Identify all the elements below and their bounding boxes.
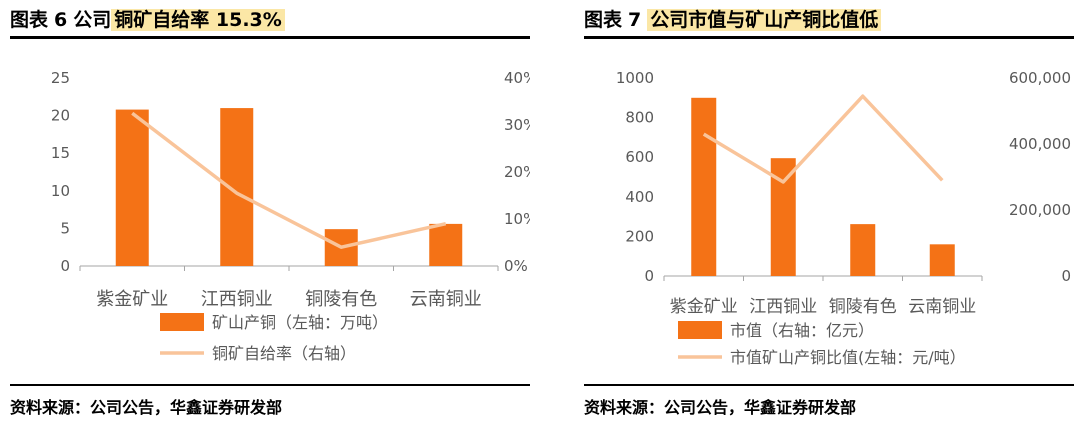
right-axis-tick-label: 20%: [504, 163, 530, 181]
source-note: 资料来源：公司公告，华鑫证券研发部: [10, 398, 283, 417]
left-axis-tick-label: 800: [625, 109, 654, 127]
title-rule: [584, 36, 1074, 39]
left-axis-tick-label: 20: [51, 107, 70, 125]
left-axis-tick-label: 5: [60, 219, 70, 237]
legend-bar-label: 矿山产铜（左轴：万吨）: [212, 313, 388, 332]
right-axis-tick-label: 600,000: [1009, 69, 1071, 87]
right-axis-tick-label: 30%: [504, 116, 530, 134]
legend-bar-label: 市值（右轴：亿元）: [730, 321, 874, 340]
figure-prefix: 图表: [584, 9, 623, 31]
right-axis-tick-label: 0%: [504, 257, 528, 275]
figure-prefix: 图表: [10, 9, 49, 31]
category-label: 江西铜业: [201, 289, 273, 310]
category-label: 铜陵有色: [305, 289, 377, 310]
left-axis-tick-label: 400: [625, 188, 654, 206]
right-axis-tick-label: 200,000: [1009, 201, 1071, 219]
copper-self-sufficiency-chart: 0 5 10 15 20 25 0% 10% 20% 30% 40% 紫金矿业 江西铜业 铜陵有色 云南铜业…: [51, 69, 530, 363]
left-axis-tick-label: 25: [51, 69, 70, 87]
left-axis-tick-label: 0: [60, 257, 70, 275]
category-label: 紫金矿业: [670, 297, 738, 317]
right-axis-tick-label: 10%: [504, 210, 530, 228]
left-axis-tick-label: 600: [625, 148, 654, 166]
figure-number: 7: [628, 9, 642, 31]
line-series: [131, 111, 447, 249]
figure-title: 图表 7 公司市值与矿山产铜比值低: [584, 6, 882, 34]
bar: [929, 244, 955, 276]
source-rule: [584, 384, 1074, 386]
figure-title-highlight: 公司市值与矿山产铜比值低: [647, 9, 882, 31]
source-rule: [10, 384, 530, 386]
left-axis-tick-label: 0: [644, 267, 654, 285]
figure-title: 图表 6 公司 铜矿自给率 15.3%: [10, 6, 285, 34]
figure-title-highlight: 铜矿自给率 15.3%: [111, 9, 285, 31]
figure-number: 6: [54, 9, 68, 31]
bar: [429, 223, 463, 266]
category-label: 江西铜业: [749, 297, 817, 317]
category-label: 云南铜业: [908, 297, 976, 317]
market-value-ratio-chart: 0 200 400 600 800 1000 0 200,000 400,000 600,000 紫…: [616, 69, 1071, 367]
left-axis-tick-label: 200: [625, 227, 654, 245]
category-label: 紫金矿业: [96, 289, 168, 310]
legend-line-label: 市值矿山产铜比值(左轴：元/吨）: [730, 348, 966, 367]
line-series: [702, 94, 944, 184]
left-axis-tick-label: 1000: [616, 69, 654, 87]
right-axis-tick-label: 0: [1061, 267, 1071, 285]
figure-title-plain: 公司: [73, 9, 112, 31]
bar: [691, 97, 717, 276]
figure-7: 图表 7 公司市值与矿山产铜比值低 0 200 400 600 800 1000 0 200,00…: [584, 0, 1074, 425]
bar: [115, 109, 149, 266]
legend-bar-swatch: [678, 321, 722, 339]
bar: [220, 108, 254, 266]
bar: [850, 224, 876, 276]
left-axis-tick-label: 10: [51, 182, 70, 200]
category-label: 云南铜业: [410, 289, 482, 310]
legend-bar-swatch: [160, 313, 204, 331]
right-axis-tick-label: 400,000: [1009, 135, 1071, 153]
left-axis-tick-label: 15: [51, 144, 70, 162]
category-label: 铜陵有色: [829, 297, 897, 317]
source-note: 资料来源：公司公告，华鑫证券研发部: [584, 398, 857, 417]
title-rule: [10, 36, 530, 39]
legend-line-label: 铜矿自给率（右轴）: [212, 344, 356, 363]
right-axis-tick-label: 40%: [504, 69, 530, 87]
